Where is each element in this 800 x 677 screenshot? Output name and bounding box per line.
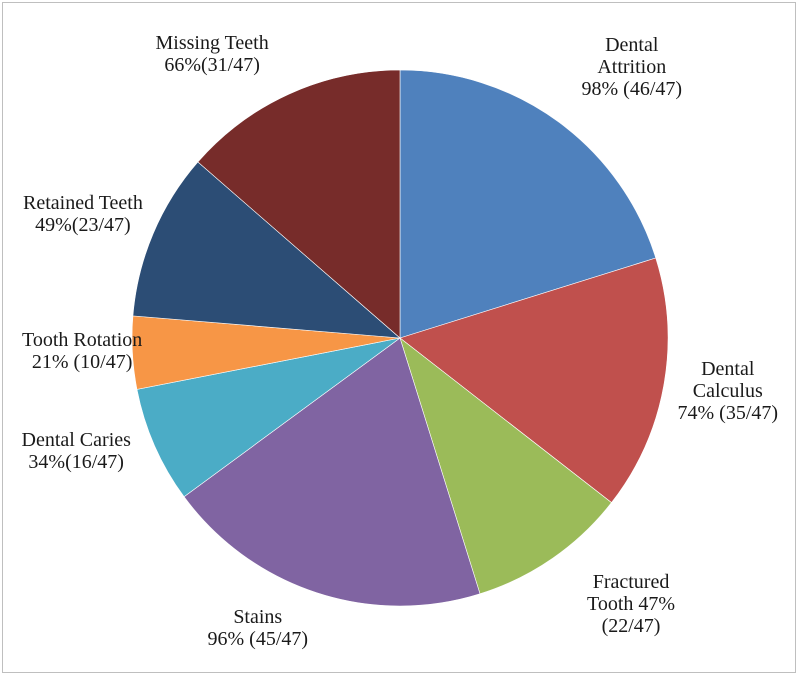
pie-slice-1: [399, 257, 669, 504]
slice-label-line: Tooth 47%: [587, 593, 676, 615]
slice-label-line: Retained Teeth: [23, 192, 143, 214]
pie-slice-3: [183, 337, 481, 607]
slice-label-3: Stains 96% (45/47): [208, 606, 309, 650]
slice-label-6: Retained Teeth 49%(23/47): [23, 192, 143, 236]
slice-label-line: Attrition: [597, 56, 667, 78]
slice-label-line: 96% (45/47): [207, 628, 309, 650]
pie-slice-2: [399, 337, 612, 595]
pie-slice-4: [136, 337, 401, 498]
slice-label-line: Missing Teeth: [155, 32, 269, 54]
slice-label-line: Stains: [233, 606, 283, 628]
slice-label-line: 98% (46/47): [581, 78, 683, 100]
pie-slice-6: [132, 161, 401, 339]
slice-label-line: 66%(31/47): [164, 54, 260, 76]
slice-label-5: Tooth Rotation 21% (10/47): [22, 329, 142, 373]
slice-label-line: 74% (35/47): [677, 402, 779, 424]
pie-slice-0: [399, 69, 657, 339]
slice-label-line: Dental: [605, 34, 659, 56]
slice-label-line: Dental Caries: [21, 429, 131, 451]
slice-label-2: Fractured Tooth 47% (22/47): [587, 571, 675, 637]
slice-label-line: 34%(16/47): [28, 451, 124, 473]
slice-label-7: Missing Teeth 66%(31/47): [156, 32, 269, 76]
slice-label-line: Fractured: [592, 571, 670, 593]
slice-label-line: Dental: [701, 358, 755, 380]
slice-label-4: Dental Caries 34%(16/47): [22, 429, 131, 473]
slice-label-0: Dental Attrition 98% (46/47): [582, 34, 683, 100]
slice-label-line: Calculus: [692, 380, 763, 402]
slice-label-line: 49%(23/47): [35, 214, 131, 236]
slice-label-line: 21% (10/47): [31, 351, 133, 373]
slice-label-line: (22/47): [601, 615, 661, 637]
pie-slice-7: [197, 69, 401, 339]
slice-label-line: Tooth Rotation: [22, 329, 143, 351]
slice-label-1: Dental Calculus 74% (35/47): [678, 358, 779, 424]
